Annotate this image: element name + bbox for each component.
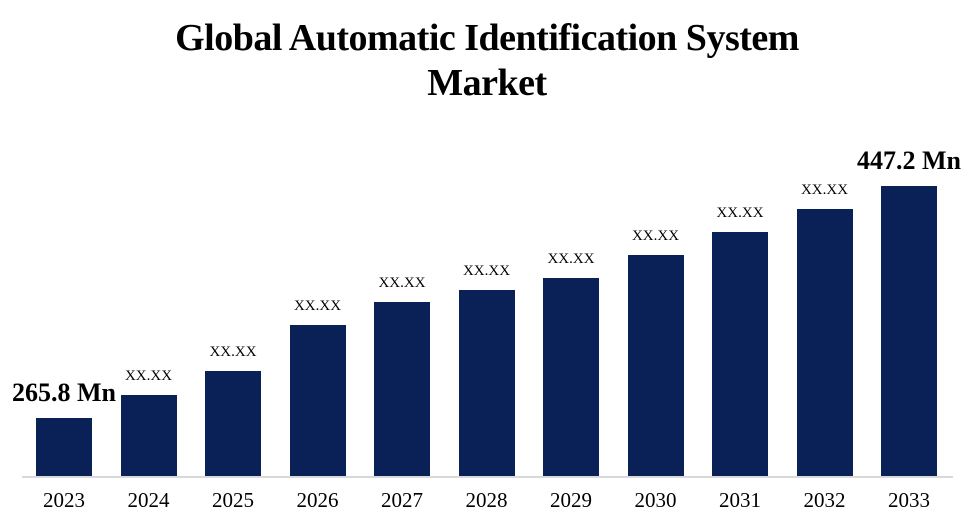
x-tick-2033: 2033 (888, 488, 930, 512)
bar-column-2027: XX.XX (374, 275, 430, 476)
bar-value-label-2026: XX.XX (293, 298, 342, 314)
bar-value-label-2031: XX.XX (716, 205, 764, 221)
bar-value-label-2030: XX.XX (631, 228, 680, 244)
x-tick-2031: 2031 (719, 488, 761, 512)
chart-title-line-1: Global Automatic Identification System (175, 17, 799, 59)
x-tick-2027: 2027 (381, 488, 423, 512)
bar-2024 (120, 395, 177, 476)
bar-2031 (712, 232, 768, 476)
bar-2025 (205, 371, 261, 476)
bar-2029 (543, 278, 599, 476)
bar-2026 (289, 325, 346, 476)
x-tick-2023: 2023 (43, 488, 85, 512)
x-tick-2029: 2029 (550, 488, 592, 512)
bar-column-2029: XX.XX (543, 251, 599, 476)
bar-column-2032: XX.XX (796, 182, 853, 476)
bar-column-2024: XX.XX (120, 368, 177, 476)
bar-2033 (881, 186, 937, 476)
x-axis-line (22, 476, 953, 478)
x-tick-2025: 2025 (212, 488, 254, 512)
bar-2030 (627, 255, 684, 476)
bar-value-label-2025: XX.XX (209, 344, 257, 360)
bar-2027 (374, 302, 430, 476)
x-tick-2026: 2026 (296, 488, 339, 512)
bar-column-2023: 265.8 Mn (12, 378, 116, 476)
x-tick-2030: 2030 (634, 488, 677, 512)
bar-column-2026: XX.XX (289, 298, 346, 476)
x-tick-2032: 2032 (803, 488, 846, 512)
bar-value-label-2024: XX.XX (124, 368, 173, 384)
x-tick-2024: 2024 (127, 488, 170, 512)
bar-2028 (458, 290, 515, 476)
bar-column-2031: XX.XX (712, 205, 768, 476)
bar-2032 (796, 209, 853, 476)
bar-value-label-2028: XX.XX (462, 263, 511, 279)
bar-column-2028: XX.XX (458, 263, 515, 476)
bar-2023 (36, 418, 92, 476)
bar-value-label-2033: 447.2 Mn (857, 146, 961, 175)
chart-title: Global Automatic Identification System M… (0, 16, 974, 106)
bar-column-2025: XX.XX (205, 344, 261, 476)
bars-row: 265.8 Mn XX.XX XX.XX XX.XX XX.XX XX.XX XX.XX XX… (12, 146, 961, 476)
bar-column-2030: XX.XX (627, 228, 684, 476)
bar-value-label-2032: XX.XX (800, 182, 849, 198)
chart-title-line-2: Market (427, 62, 547, 104)
bar-value-label-2023: 265.8 Mn (12, 378, 116, 407)
bar-value-label-2029: XX.XX (547, 251, 595, 267)
x-axis-tick-labels: 2023 2024 2025 2026 2027 2028 2029 2030 2031 2032… (36, 488, 937, 513)
bar-value-label-2027: XX.XX (378, 275, 426, 291)
x-tick-2028: 2028 (465, 488, 508, 512)
bar-column-2033: 447.2 Mn (857, 146, 961, 476)
